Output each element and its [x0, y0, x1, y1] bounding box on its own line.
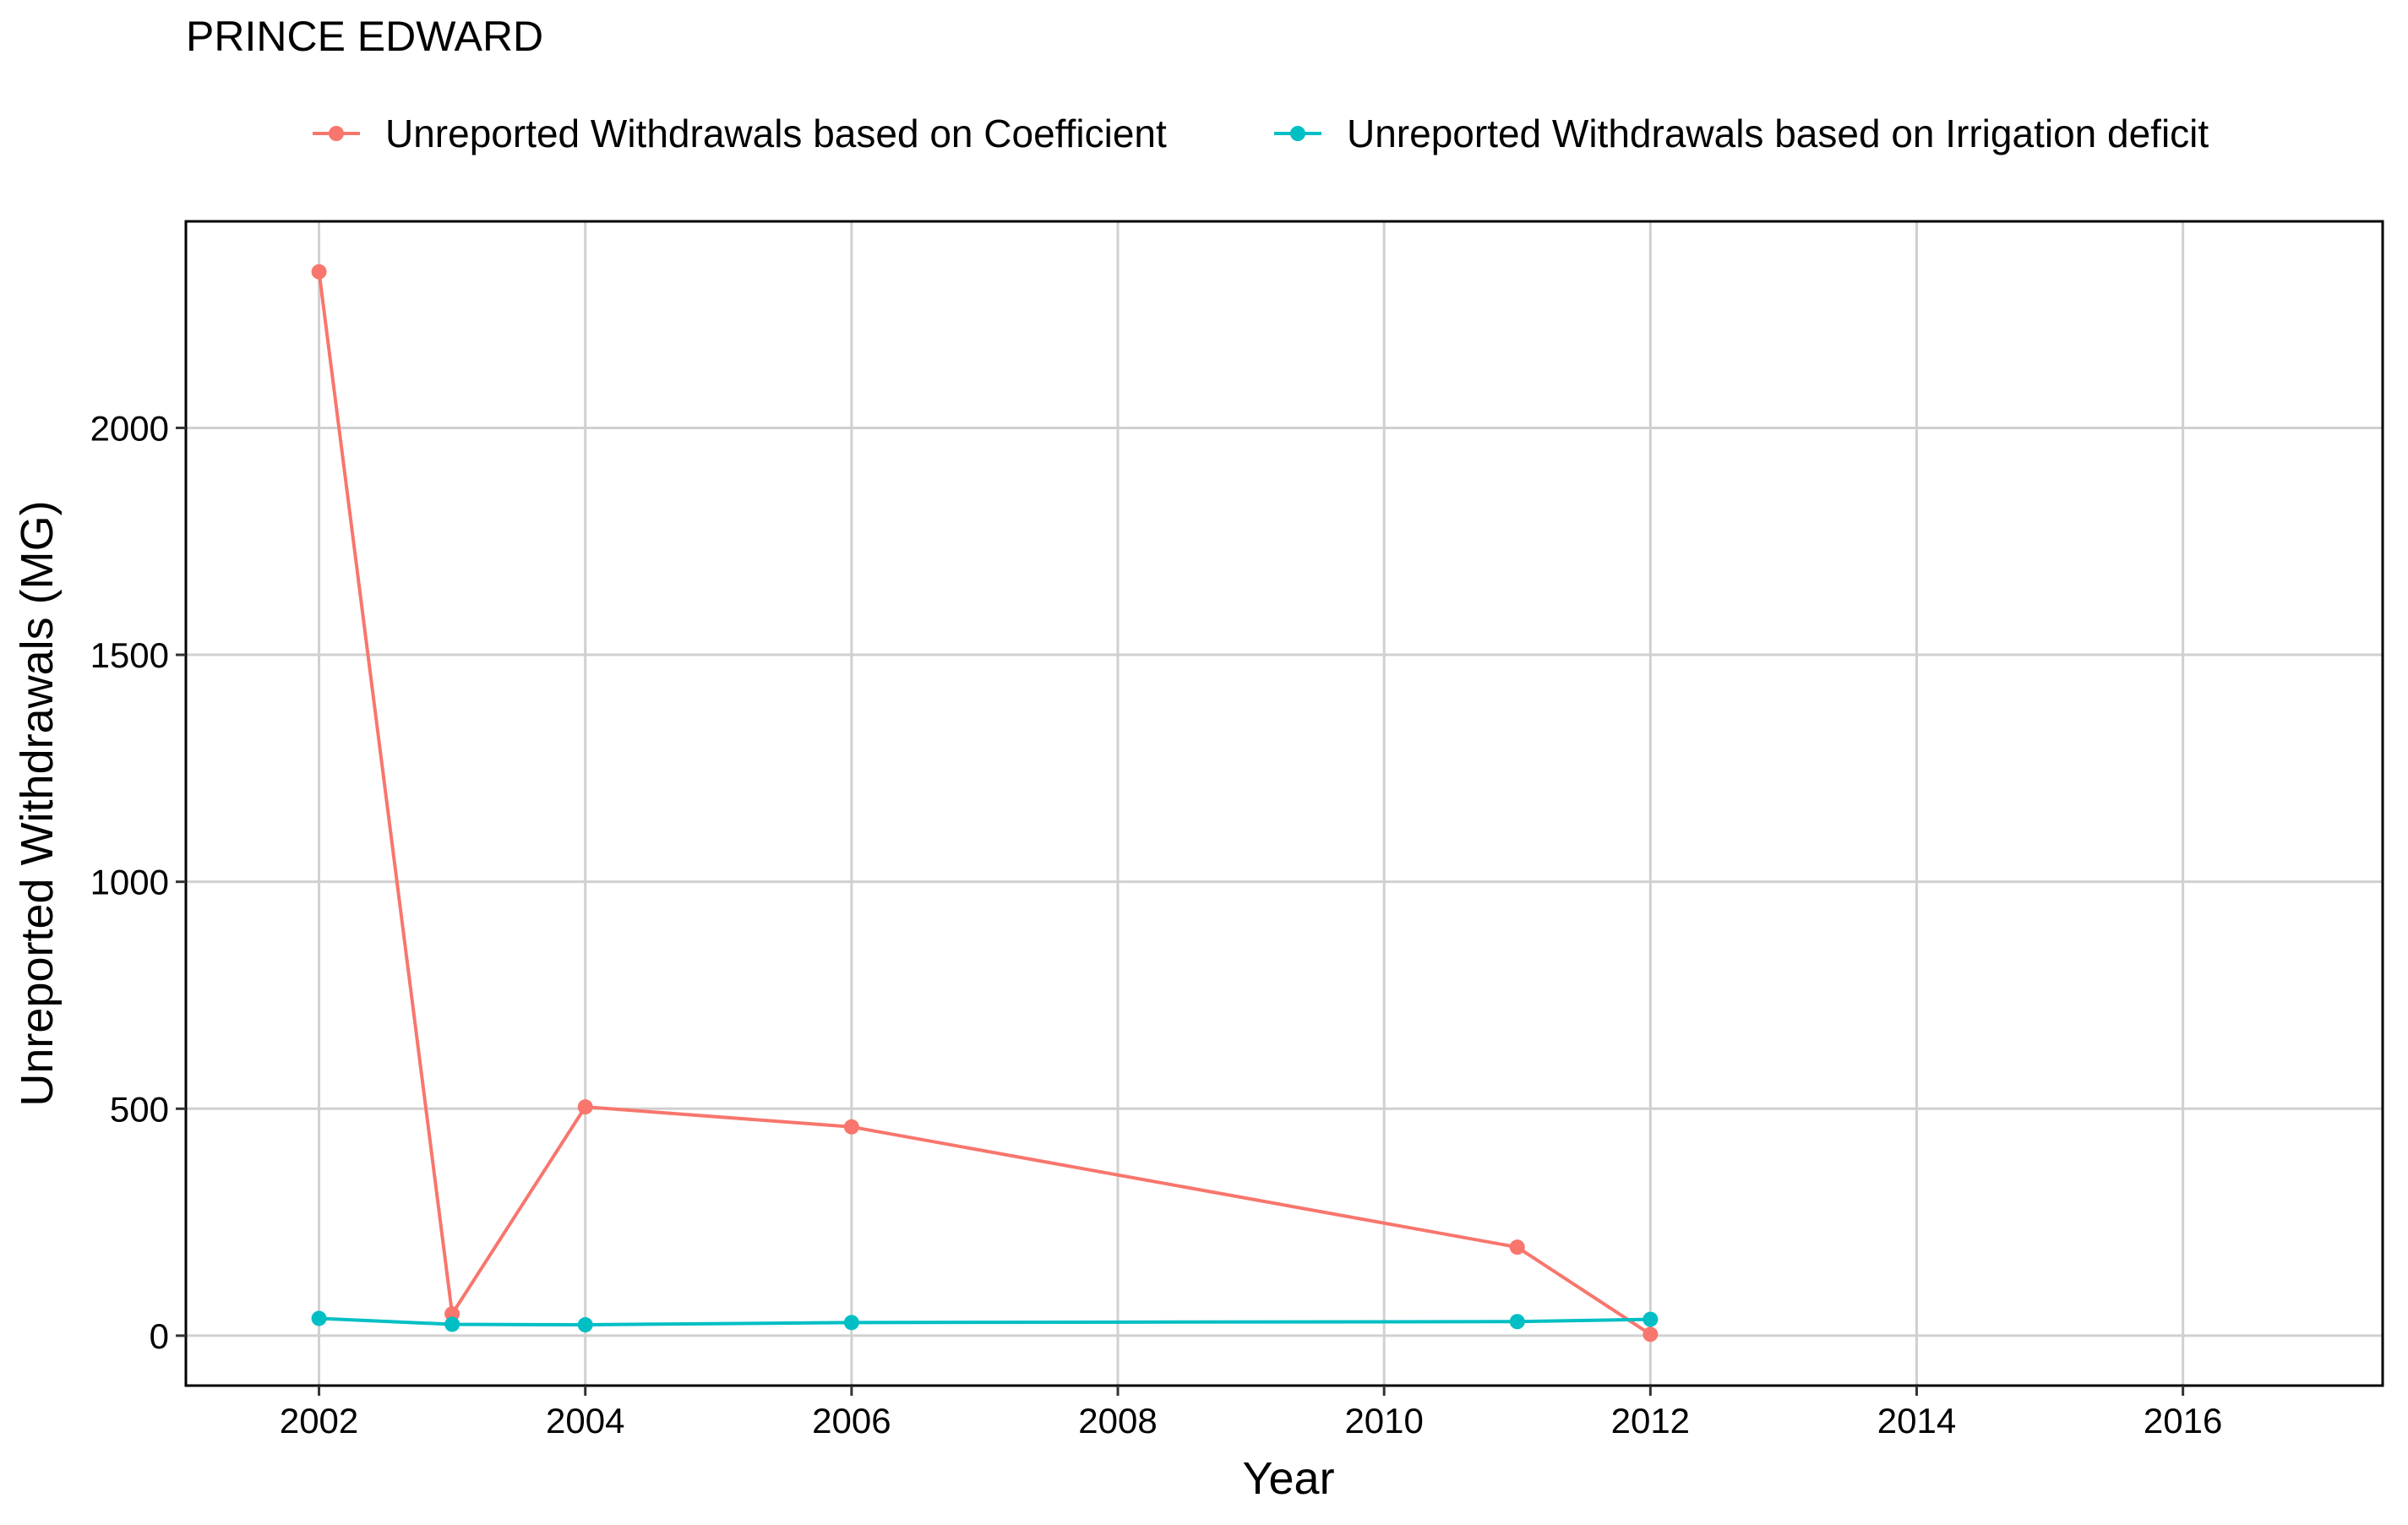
x-tick-label: 2008	[1078, 1401, 1157, 1441]
chart-title: PRINCE EDWARD	[186, 13, 543, 60]
series-1	[311, 264, 1659, 1343]
y-tick-label: 2000	[90, 408, 169, 448]
y-tick-label: 0	[150, 1316, 169, 1356]
legend-label: Unreported Withdrawals based on Irrigati…	[1347, 112, 2209, 155]
data-point	[1509, 1314, 1525, 1330]
plot-panel-border	[184, 220, 2384, 1387]
data-point	[577, 1099, 593, 1115]
data-point	[577, 1317, 593, 1333]
data-point	[1643, 1326, 1659, 1343]
legend-key-point	[329, 126, 344, 141]
legend: Unreported Withdrawals based on Coeffici…	[313, 112, 2209, 155]
legend-item: Unreported Withdrawals based on Irrigati…	[1274, 112, 2209, 155]
y-tick-label: 1000	[90, 863, 169, 902]
series-2	[311, 1310, 1659, 1333]
data-point	[311, 264, 327, 280]
x-tick-label: 2002	[280, 1401, 358, 1441]
x-tick-label: 2016	[2144, 1401, 2222, 1441]
x-tick-label: 2010	[1344, 1401, 1423, 1441]
grid-lines	[186, 221, 2383, 1386]
data-point	[1643, 1311, 1659, 1327]
data-point	[843, 1315, 859, 1331]
y-tick-label: 500	[110, 1089, 169, 1129]
data-point	[311, 1310, 327, 1326]
legend-item: Unreported Withdrawals based on Coeffici…	[313, 112, 1167, 155]
x-tick-label: 2004	[546, 1401, 624, 1441]
data-point	[444, 1316, 460, 1332]
y-axis-title: Unreported Withdrawals (MG)	[12, 500, 63, 1106]
x-tick-label: 2014	[1877, 1401, 1956, 1441]
series-line	[317, 271, 1652, 1336]
x-axis-ticks: 2002 2004 2006 2008 2010 2012 2014 2016	[280, 1386, 2222, 1441]
series-line	[319, 1316, 1651, 1327]
x-tick-label: 2012	[1611, 1401, 1690, 1441]
legend-label: Unreported Withdrawals based on Coeffici…	[385, 112, 1167, 155]
data-point	[444, 1306, 460, 1322]
y-axis-ticks: 0 500 1000 1500 2000	[90, 408, 186, 1356]
y-tick-label: 1500	[90, 635, 169, 675]
data-point	[1509, 1239, 1525, 1255]
legend-key-point	[1290, 126, 1305, 141]
x-tick-label: 2006	[812, 1401, 891, 1441]
x-axis-title: Year	[1242, 1453, 1334, 1504]
data-point	[843, 1119, 859, 1135]
series-layer	[311, 264, 1659, 1343]
